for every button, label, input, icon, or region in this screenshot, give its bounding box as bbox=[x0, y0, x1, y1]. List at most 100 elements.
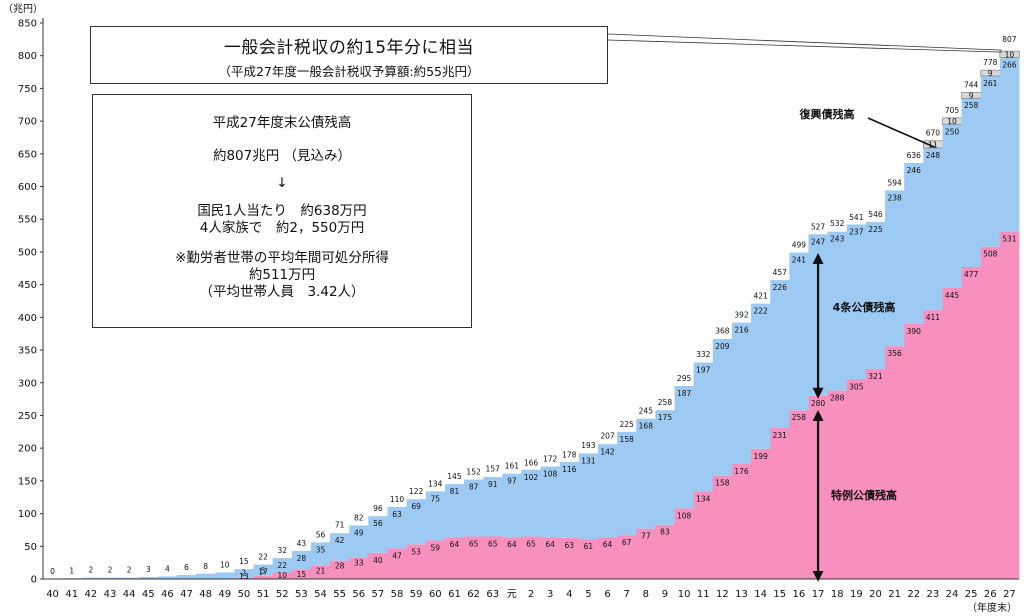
summary-household: （平均世帯人員 3.42人） bbox=[199, 284, 365, 300]
bar-tokurei bbox=[444, 537, 465, 579]
bar-tokurei bbox=[310, 565, 331, 579]
total-label: 43 bbox=[297, 539, 307, 548]
bar-kenzetsu bbox=[425, 491, 446, 541]
y-tick-label: 600 bbox=[18, 182, 37, 193]
tokurei-label: 64 bbox=[450, 540, 460, 549]
tokurei-label: 477 bbox=[964, 270, 979, 279]
x-tick-label: 44 bbox=[123, 589, 136, 600]
x-tick-label: 56 bbox=[352, 589, 365, 600]
bar-kenzetsu bbox=[942, 124, 962, 288]
bar-kenzetsu bbox=[980, 75, 1001, 247]
callout-main-text: 一般会計税収の約15年分に相当 bbox=[223, 38, 475, 58]
bar-tokurei bbox=[521, 536, 541, 579]
total-label: 161 bbox=[505, 462, 520, 471]
bar-tokurei bbox=[904, 323, 924, 579]
tokurei-label: 321 bbox=[868, 372, 883, 381]
total-label: 56 bbox=[316, 530, 326, 539]
kenzetsu-label: 216 bbox=[734, 326, 749, 335]
total-label: 0 bbox=[50, 567, 55, 576]
bar-kenzetsu bbox=[521, 469, 541, 537]
bar-tokurei bbox=[234, 577, 254, 579]
total-label: 2 bbox=[108, 566, 113, 575]
total-label: 541 bbox=[849, 213, 864, 222]
kenzetsu-label: 226 bbox=[773, 283, 788, 292]
y-tick-label: 300 bbox=[18, 378, 37, 389]
total-label: 744 bbox=[964, 80, 979, 89]
total-label: 368 bbox=[715, 326, 730, 335]
kenzetsu-label: 247 bbox=[811, 237, 826, 246]
tokurei-label: 390 bbox=[907, 327, 922, 336]
x-tick-label: 23 bbox=[927, 589, 940, 600]
summary-per-person: 国民1人当たり 約638万円 bbox=[197, 203, 367, 219]
tokurei-label: 64 bbox=[507, 540, 517, 549]
total-label: 178 bbox=[562, 451, 577, 460]
bar-kenzetsu bbox=[770, 280, 790, 428]
x-tick-label: 58 bbox=[391, 589, 404, 600]
x-tick-label: 11 bbox=[697, 589, 710, 600]
tokurei-label: 445 bbox=[945, 291, 960, 300]
total-label: 134 bbox=[428, 479, 443, 488]
y-tick-label: 100 bbox=[18, 509, 37, 520]
kenzetsu-label: 175 bbox=[658, 413, 673, 422]
bar-kenzetsu bbox=[999, 57, 1020, 232]
kenzetsu-annotation: 4条公債残高 bbox=[833, 300, 896, 314]
y-tick-label: 550 bbox=[18, 215, 37, 226]
tokurei-label: 65 bbox=[488, 539, 498, 548]
bar-tokurei bbox=[559, 537, 580, 579]
x-tick-label: 7 bbox=[623, 589, 629, 600]
x-tick-label: 5 bbox=[585, 589, 591, 600]
total-label: 546 bbox=[868, 210, 883, 219]
kenzetsu-label: 87 bbox=[469, 483, 479, 492]
tokurei-label: 199 bbox=[753, 452, 768, 461]
bar-kenzetsu bbox=[196, 573, 216, 579]
bar-kenzetsu bbox=[387, 507, 408, 549]
tokurei-label: 231 bbox=[773, 431, 788, 440]
bar-tokurei bbox=[693, 491, 714, 579]
y-tick-label: 700 bbox=[18, 117, 37, 128]
kenzetsu-label: 168 bbox=[639, 422, 654, 431]
tokurei-label: 108 bbox=[677, 511, 692, 520]
bar-kenzetsu bbox=[349, 525, 369, 558]
x-tick-label: 52 bbox=[276, 589, 289, 600]
bar-kenzetsu bbox=[81, 577, 101, 579]
bar-tokurei bbox=[272, 572, 293, 579]
bar-tokurei bbox=[789, 410, 809, 579]
callout-line-bottom bbox=[607, 39, 1002, 53]
kenzetsu-label: 42 bbox=[335, 536, 345, 545]
summary-income-note: ※勤労者世帯の平均年間可処分所得 bbox=[175, 250, 389, 266]
y-tick-label: 800 bbox=[18, 51, 37, 62]
tokurei-label: 288 bbox=[830, 394, 845, 403]
bar-tokurei bbox=[865, 369, 886, 579]
total-label: 207 bbox=[600, 432, 615, 441]
total-label: 636 bbox=[907, 151, 922, 160]
y-tick-label: 850 bbox=[18, 19, 37, 30]
total-label: 705 bbox=[945, 106, 960, 115]
x-tick-label: 24 bbox=[946, 589, 959, 600]
tax-revenue-callout: 一般会計税収の約15年分に相当 （平成27年度一般会計税収予算額:約55兆円） bbox=[90, 26, 608, 84]
x-tick-label: 12 bbox=[716, 589, 729, 600]
tokurei-label: 40 bbox=[373, 556, 383, 565]
bar-kenzetsu bbox=[310, 542, 331, 566]
summary-arrow: ↓ bbox=[276, 175, 288, 191]
x-tick-label: 20 bbox=[869, 589, 882, 600]
x-tick-label: 21 bbox=[888, 589, 901, 600]
total-label: 10 bbox=[220, 560, 230, 569]
tokurei-label: 83 bbox=[660, 528, 670, 537]
kenzetsu-label: 91 bbox=[488, 480, 498, 489]
bar-tokurei bbox=[846, 379, 867, 579]
bar-tokurei bbox=[999, 231, 1020, 580]
kenzetsu-label: 238 bbox=[887, 193, 902, 202]
x-tick-label: 6 bbox=[604, 589, 610, 600]
bar-kenzetsu bbox=[464, 479, 484, 537]
bar-kenzetsu bbox=[559, 461, 580, 538]
bar-tokurei bbox=[502, 537, 522, 579]
bar-fukko bbox=[999, 50, 1020, 58]
bar-tokurei bbox=[330, 560, 350, 579]
total-label: 670 bbox=[926, 129, 941, 138]
kenzetsu-label: 49 bbox=[354, 528, 364, 537]
total-label: 421 bbox=[753, 292, 768, 301]
total-label: 145 bbox=[447, 472, 462, 481]
total-label: 157 bbox=[486, 464, 501, 473]
summary-family: 4人家族で 約2，550万円 bbox=[199, 220, 365, 236]
total-label: 245 bbox=[639, 407, 654, 416]
